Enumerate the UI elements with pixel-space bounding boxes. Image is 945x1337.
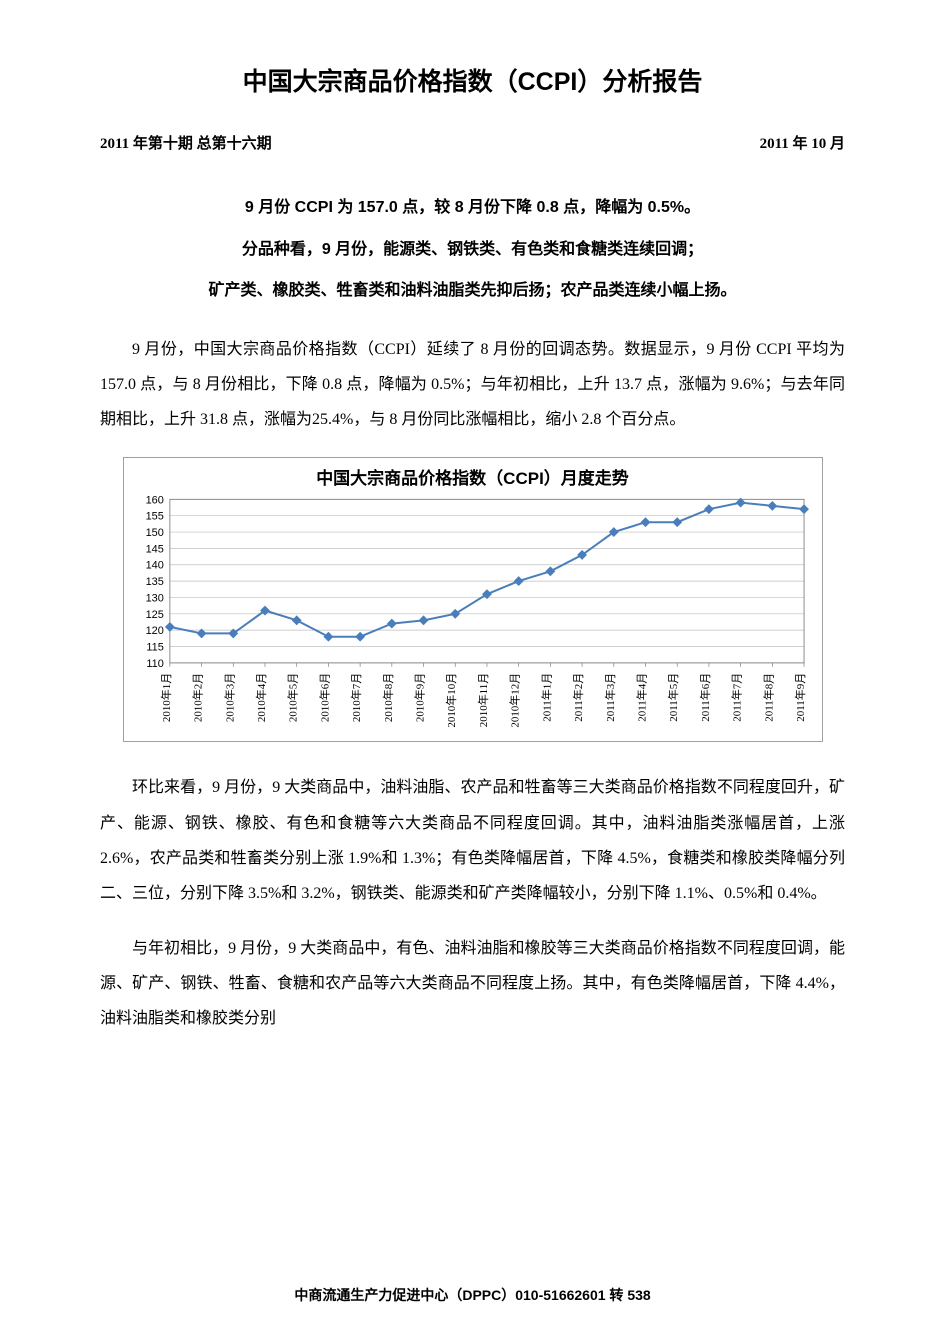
headline-line: 矿产类、橡胶类、牲畜类和油料油脂类先抑后扬；农产品类连续小幅上扬。 (100, 270, 845, 312)
svg-text:155: 155 (145, 511, 163, 523)
svg-text:2010年5月: 2010年5月 (285, 673, 299, 722)
ccpi-chart: 中国大宗商品价格指数（CCPI）月度走势 1101151201251301351… (123, 457, 823, 742)
headline-line: 分品种看，9 月份，能源类、钢铁类、有色类和食糖类连续回调； (100, 229, 845, 271)
svg-text:2011年6月: 2011年6月 (697, 673, 711, 722)
svg-text:135: 135 (145, 576, 163, 588)
chart-title: 中国大宗商品价格指数（CCPI）月度走势 (124, 458, 822, 491)
paragraph-3: 与年初相比，9 月份，9 大类商品中，有色、油料油脂和橡胶等三大类商品价格指数不… (100, 931, 845, 1037)
svg-text:2010年6月: 2010年6月 (317, 673, 331, 722)
svg-text:2011年7月: 2011年7月 (729, 673, 743, 722)
svg-text:2011年4月: 2011年4月 (634, 673, 648, 722)
svg-text:2010年12月: 2010年12月 (507, 673, 521, 728)
svg-text:2010年2月: 2010年2月 (190, 673, 204, 722)
svg-text:140: 140 (145, 560, 163, 572)
svg-text:145: 145 (145, 544, 163, 556)
svg-text:130: 130 (145, 593, 163, 605)
headline-line: 9 月份 CCPI 为 157.0 点，较 8 月份下降 0.8 点，降幅为 0… (100, 187, 845, 229)
svg-text:120: 120 (145, 625, 163, 637)
svg-text:2011年3月: 2011年3月 (602, 673, 616, 722)
svg-text:160: 160 (145, 495, 163, 507)
svg-text:2010年3月: 2010年3月 (222, 673, 236, 722)
paragraph-2: 环比来看，9 月份，9 大类商品中，油料油脂、农产品和牲畜等三大类商品价格指数不… (100, 770, 845, 911)
svg-text:2011年8月: 2011年8月 (761, 673, 775, 722)
svg-text:110: 110 (146, 658, 163, 670)
svg-text:2010年9月: 2010年9月 (412, 673, 426, 722)
svg-text:2010年8月: 2010年8月 (380, 673, 394, 722)
svg-text:2010年11月: 2010年11月 (475, 673, 489, 727)
svg-text:2011年9月: 2011年9月 (793, 673, 807, 722)
paragraph-1: 9 月份，中国大宗商品价格指数（CCPI）延续了 8 月份的回调态势。数据显示，… (100, 332, 845, 438)
document-title: 中国大宗商品价格指数（CCPI）分析报告 (100, 62, 845, 98)
svg-text:2010年10月: 2010年10月 (444, 673, 458, 728)
chart-svg: 110 115 120 125 130 135 140 145 150 155 160 2010年1月… (124, 491, 822, 741)
svg-text:125: 125 (145, 609, 163, 621)
issue-left: 2011 年第十期 总第十六期 (100, 132, 272, 153)
footer: 中商流通生产力促进中心（DPPC）010-51662601 转 538 (0, 1285, 945, 1305)
issue-row: 2011 年第十期 总第十六期 2011 年 10 月 (100, 132, 845, 153)
issue-right: 2011 年 10 月 (760, 132, 845, 153)
svg-text:2010年4月: 2010年4月 (253, 673, 267, 722)
svg-text:2011年1月: 2011年1月 (539, 673, 553, 722)
svg-text:2010年7月: 2010年7月 (349, 673, 363, 722)
headline-block: 9 月份 CCPI 为 157.0 点，较 8 月份下降 0.8 点，降幅为 0… (100, 187, 845, 312)
svg-text:2010年1月: 2010年1月 (158, 673, 172, 722)
svg-text:115: 115 (146, 642, 163, 654)
svg-text:2011年5月: 2011年5月 (666, 673, 680, 722)
svg-text:150: 150 (145, 527, 163, 539)
svg-text:2011年2月: 2011年2月 (571, 673, 585, 722)
